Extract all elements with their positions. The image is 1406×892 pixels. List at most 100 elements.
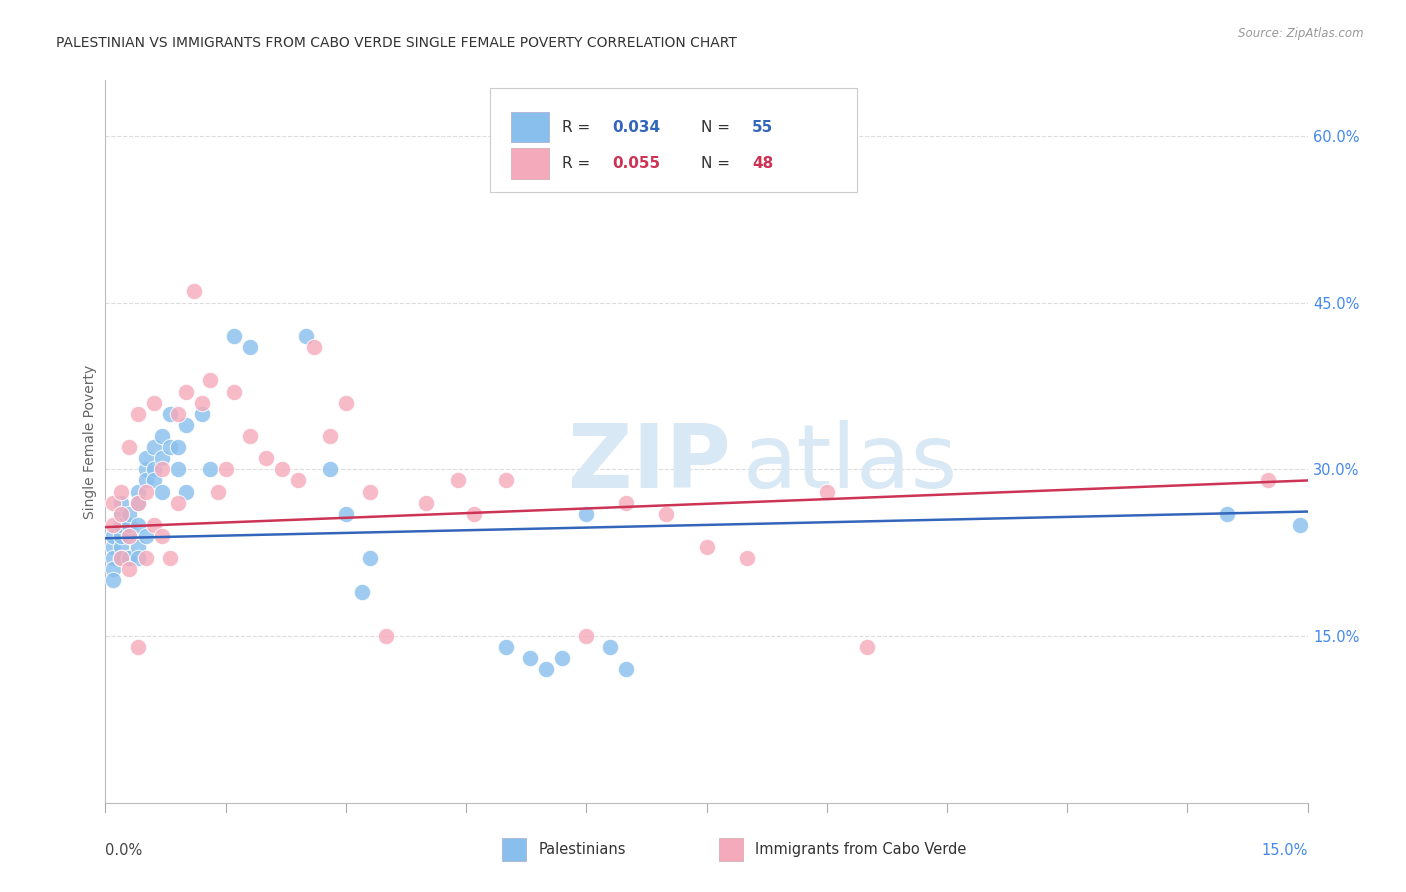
Point: [463, 507, 485, 521]
Point: [735, 551, 758, 566]
Point: [696, 540, 718, 554]
Text: R =: R =: [562, 156, 595, 171]
Point: [174, 484, 197, 499]
Point: [166, 407, 188, 421]
Point: [599, 640, 621, 655]
Point: [135, 484, 157, 499]
Point: [135, 551, 157, 566]
Point: [374, 629, 398, 643]
Point: [166, 462, 188, 476]
Text: PALESTINIAN VS IMMIGRANTS FROM CABO VERDE SINGLE FEMALE POVERTY CORRELATION CHAR: PALESTINIAN VS IMMIGRANTS FROM CABO VERD…: [56, 36, 737, 50]
Point: [142, 395, 165, 409]
Point: [239, 429, 262, 443]
Point: [159, 440, 181, 454]
Text: 0.034: 0.034: [613, 120, 661, 135]
Point: [110, 551, 132, 566]
Point: [142, 474, 165, 488]
Point: [142, 440, 165, 454]
Point: [495, 474, 517, 488]
Point: [110, 540, 132, 554]
Text: 0.0%: 0.0%: [105, 843, 142, 857]
Point: [127, 517, 149, 532]
Point: [239, 340, 262, 354]
Point: [183, 285, 205, 299]
Point: [135, 462, 157, 476]
Y-axis label: Single Female Poverty: Single Female Poverty: [83, 365, 97, 518]
Point: [159, 551, 181, 566]
Point: [110, 507, 132, 521]
Point: [166, 440, 188, 454]
Point: [495, 640, 517, 655]
Point: [447, 474, 470, 488]
Point: [142, 517, 165, 532]
Point: [127, 540, 149, 554]
Point: [359, 551, 381, 566]
Point: [174, 417, 197, 432]
Point: [575, 629, 598, 643]
Point: [855, 640, 877, 655]
Point: [103, 540, 125, 554]
Point: [616, 496, 638, 510]
Point: [127, 640, 149, 655]
Point: [214, 462, 236, 476]
Point: [207, 484, 229, 499]
Text: atlas: atlas: [742, 420, 957, 507]
Point: [118, 529, 141, 543]
Bar: [718, 838, 742, 862]
Point: [190, 407, 212, 421]
Text: 0.055: 0.055: [613, 156, 661, 171]
Point: [415, 496, 437, 510]
Text: N =: N =: [700, 120, 734, 135]
Point: [127, 496, 149, 510]
Point: [150, 429, 173, 443]
Point: [135, 529, 157, 543]
Text: 48: 48: [752, 156, 773, 171]
Point: [150, 451, 173, 466]
Text: Immigrants from Cabo Verde: Immigrants from Cabo Verde: [755, 842, 966, 857]
Point: [118, 529, 141, 543]
Bar: [502, 838, 526, 862]
Point: [150, 484, 173, 499]
Point: [551, 651, 574, 665]
Point: [103, 517, 125, 532]
Point: [295, 329, 318, 343]
Point: [655, 507, 678, 521]
Point: [103, 529, 125, 543]
Point: [254, 451, 277, 466]
Point: [1257, 474, 1279, 488]
Point: [222, 384, 245, 399]
Point: [198, 373, 221, 387]
Point: [110, 496, 132, 510]
Point: [127, 496, 149, 510]
Point: [110, 551, 132, 566]
Point: [110, 517, 132, 532]
Point: [103, 574, 125, 588]
Point: [103, 551, 125, 566]
Point: [118, 551, 141, 566]
Point: [350, 584, 373, 599]
Point: [616, 662, 638, 676]
Point: [359, 484, 381, 499]
Point: [519, 651, 541, 665]
Point: [118, 517, 141, 532]
Point: [118, 551, 141, 566]
Point: [302, 340, 325, 354]
Point: [575, 507, 598, 521]
Point: [174, 384, 197, 399]
Point: [110, 529, 132, 543]
Point: [1288, 517, 1310, 532]
Point: [222, 329, 245, 343]
FancyBboxPatch shape: [491, 87, 856, 193]
Text: 15.0%: 15.0%: [1261, 843, 1308, 857]
Point: [127, 551, 149, 566]
Point: [815, 484, 838, 499]
Point: [287, 474, 309, 488]
Point: [150, 462, 173, 476]
Point: [270, 462, 292, 476]
Point: [142, 462, 165, 476]
Text: R =: R =: [562, 120, 595, 135]
Text: Source: ZipAtlas.com: Source: ZipAtlas.com: [1239, 27, 1364, 40]
Point: [127, 407, 149, 421]
Point: [190, 395, 212, 409]
Point: [103, 496, 125, 510]
